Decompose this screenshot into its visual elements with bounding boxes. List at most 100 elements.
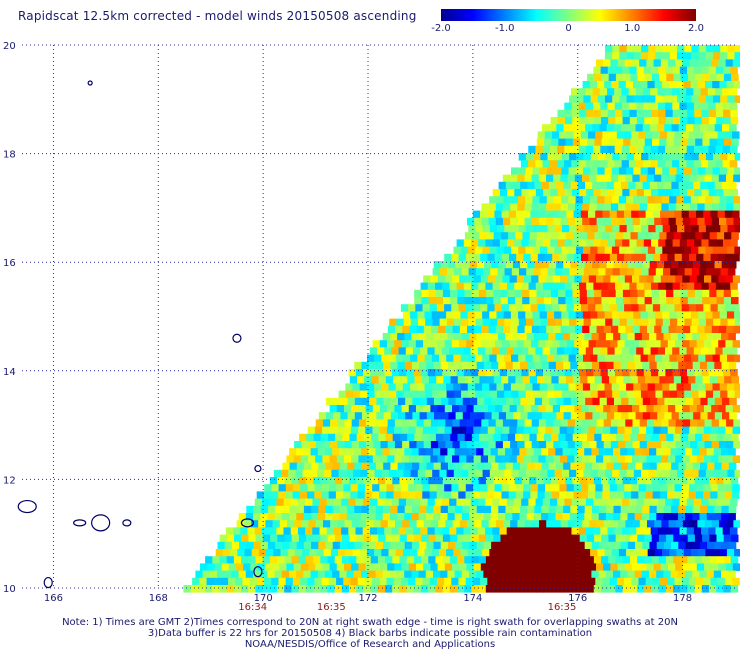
swath-cell bbox=[269, 556, 278, 564]
swath-cell bbox=[631, 210, 639, 219]
swath-cell bbox=[453, 469, 462, 478]
swath-cell bbox=[634, 570, 643, 579]
swath-cell bbox=[634, 268, 642, 276]
swath-cell bbox=[665, 347, 673, 355]
swath-cell bbox=[572, 585, 580, 593]
swath-cell bbox=[618, 311, 627, 319]
swath-cell bbox=[568, 549, 577, 557]
swath-cell bbox=[672, 109, 681, 118]
swath-cell bbox=[625, 174, 633, 183]
swath-cell bbox=[624, 253, 632, 262]
swath-cell bbox=[636, 369, 645, 377]
swath-cell bbox=[495, 340, 503, 348]
swath-cell bbox=[708, 160, 716, 168]
swath-cell bbox=[489, 246, 498, 255]
swath-cell bbox=[516, 405, 525, 413]
swath-cell bbox=[487, 426, 496, 435]
swath-cell bbox=[694, 534, 703, 543]
map-gridlines bbox=[22, 44, 735, 589]
swath-cell bbox=[546, 441, 554, 449]
swath-cell bbox=[391, 498, 400, 507]
swath-cell bbox=[443, 297, 451, 305]
swath-cell bbox=[555, 361, 564, 370]
swath-cell bbox=[357, 484, 366, 492]
swath-cell bbox=[646, 405, 654, 413]
swath-cell bbox=[522, 376, 531, 384]
swath-cell bbox=[652, 376, 660, 384]
swath-cell bbox=[428, 534, 437, 543]
swath-cell bbox=[479, 433, 487, 442]
swath-cell bbox=[444, 340, 453, 348]
swath-cell bbox=[474, 217, 482, 226]
swath-cell bbox=[681, 304, 690, 312]
swath-cell bbox=[607, 109, 616, 118]
swath-cell bbox=[593, 189, 602, 197]
swath-cell bbox=[462, 462, 470, 471]
swath-cell bbox=[637, 297, 645, 305]
swath-cell bbox=[422, 426, 431, 435]
swath-cell bbox=[661, 174, 669, 183]
swath-cell bbox=[652, 491, 661, 499]
swath-cell bbox=[344, 563, 352, 571]
swath-cell bbox=[547, 246, 555, 255]
swath-cell bbox=[521, 498, 529, 507]
swath-cell bbox=[593, 66, 601, 75]
swath-cell bbox=[543, 282, 551, 291]
swath-cell bbox=[626, 45, 635, 53]
swath-cell bbox=[671, 124, 680, 132]
swath-cell bbox=[670, 448, 679, 456]
swath-cell bbox=[226, 556, 235, 564]
swath-cell bbox=[584, 333, 592, 341]
swath-cell bbox=[677, 318, 685, 327]
swath-cell bbox=[499, 239, 508, 247]
swath-cell bbox=[580, 210, 589, 219]
swath-cell bbox=[715, 498, 724, 507]
swath-cell bbox=[608, 117, 616, 125]
swath-cell bbox=[518, 549, 526, 557]
swath-cell bbox=[466, 441, 475, 449]
swath-cell bbox=[669, 246, 678, 255]
swath-cell bbox=[404, 333, 412, 341]
swath-cell bbox=[478, 239, 486, 247]
swath-cell bbox=[296, 570, 304, 579]
swath-cell bbox=[576, 268, 585, 276]
swath-cell bbox=[495, 455, 503, 463]
swath-cell bbox=[468, 469, 476, 478]
swath-cell bbox=[469, 513, 477, 521]
swath-cell bbox=[492, 369, 501, 377]
swath-cell bbox=[233, 585, 242, 593]
swath-cell bbox=[694, 498, 702, 507]
swath-cell bbox=[657, 527, 666, 535]
swath-cell bbox=[541, 361, 550, 370]
swath-cell bbox=[679, 527, 688, 535]
swath-cell bbox=[574, 441, 583, 449]
swath-cell bbox=[525, 390, 534, 399]
swath-cell bbox=[373, 419, 381, 427]
swath-cell bbox=[535, 282, 544, 291]
swath-cell bbox=[625, 81, 634, 89]
swath-cell bbox=[500, 297, 509, 305]
swath-cell bbox=[202, 570, 211, 579]
swath-cell bbox=[662, 390, 671, 399]
swath-cell bbox=[622, 239, 630, 247]
swath-cell bbox=[619, 390, 627, 399]
swath-cell bbox=[720, 45, 728, 53]
swath-cell bbox=[679, 347, 687, 355]
swath-cell bbox=[522, 297, 530, 305]
swath-cell bbox=[452, 563, 460, 571]
swath-cell bbox=[639, 340, 647, 348]
swath-cell bbox=[561, 549, 569, 557]
swath-cell bbox=[291, 556, 300, 564]
swath-cell bbox=[359, 383, 368, 391]
swath-cell bbox=[396, 390, 404, 399]
swath-cell bbox=[641, 570, 650, 579]
swath-cell bbox=[595, 484, 603, 492]
swath-cell bbox=[270, 534, 278, 543]
swath-cell bbox=[478, 282, 486, 291]
swath-cell bbox=[444, 253, 452, 262]
swath-cell bbox=[488, 405, 496, 413]
swath-cell bbox=[533, 390, 541, 399]
swath-cell bbox=[574, 174, 583, 183]
swath-cell bbox=[233, 527, 241, 535]
swath-cell bbox=[624, 563, 633, 571]
